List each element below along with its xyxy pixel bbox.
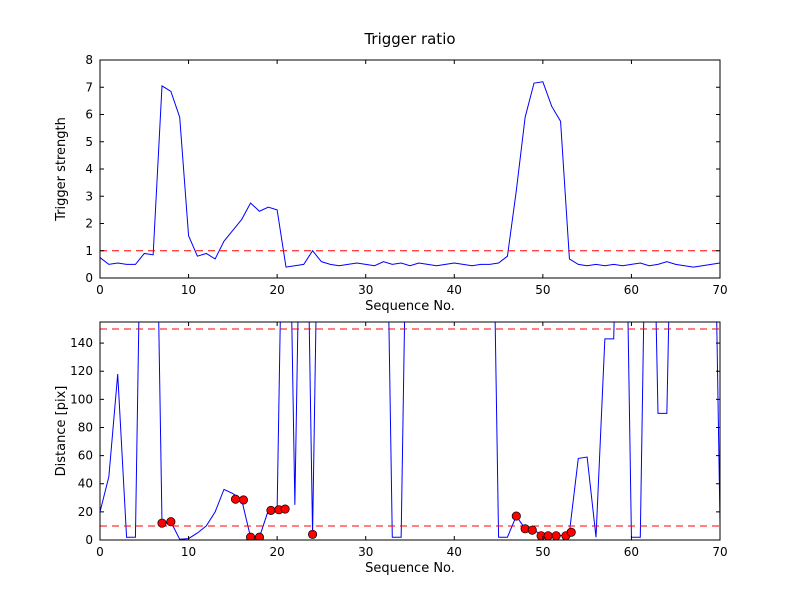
subplot-top: 0 10 20 30 40 50 60 70 0 1 2 3 4 5 6 7 8 <box>85 53 727 297</box>
x-tick-label: 70 <box>712 283 727 297</box>
y-tick-label: 60 <box>78 449 93 463</box>
subplot-bottom: 0 10 20 30 40 50 60 70 0 20 40 60 80 100 120 140 <box>70 321 728 559</box>
ticks <box>99 59 721 279</box>
tick-labels: 0 10 20 30 40 50 60 70 0 1 2 3 4 5 6 7 8 <box>85 53 727 297</box>
trigger-points-marker <box>254 532 264 540</box>
x-tick-label: 10 <box>181 283 196 297</box>
y-tick-label: 100 <box>70 392 93 406</box>
trigger-strength-line <box>100 81 720 268</box>
x-tick-label: 60 <box>624 283 639 297</box>
plot-data <box>100 81 720 268</box>
y-tick-label: 6 <box>85 108 93 122</box>
y-tick-label: 140 <box>70 336 93 350</box>
x-tick-label: 20 <box>270 545 285 559</box>
x-tick-label: 50 <box>535 283 550 297</box>
x-tick-label: 60 <box>624 545 639 559</box>
y-tick-label: 0 <box>85 271 93 285</box>
y-tick-label: 20 <box>78 505 93 519</box>
x-tick-label: 0 <box>96 283 104 297</box>
x-tick-label: 20 <box>270 283 285 297</box>
trigger-points-marker <box>543 531 553 540</box>
trigger-points-marker <box>166 517 176 527</box>
x-tick-label: 30 <box>358 545 373 559</box>
y-tick-label: 3 <box>85 189 93 203</box>
distance-line <box>100 322 720 540</box>
x-tick-label: 40 <box>447 545 462 559</box>
x-tick-label: 40 <box>447 283 462 297</box>
y-tick-label: 5 <box>85 135 93 149</box>
tick-labels: 0 10 20 30 40 50 60 70 0 20 40 60 80 100 120 140 <box>70 336 728 559</box>
axes-frame <box>99 321 721 541</box>
x-tick-label: 30 <box>358 283 373 297</box>
y-tick-label: 0 <box>85 533 93 547</box>
x-tick-label: 10 <box>181 545 196 559</box>
x-tick-label: 50 <box>535 545 550 559</box>
trigger-points-marker <box>280 504 290 514</box>
trigger-points-marker <box>551 531 561 540</box>
y-tick-label: 120 <box>70 364 93 378</box>
trigger-points-marker <box>527 525 537 535</box>
x-tick-label: 0 <box>96 545 104 559</box>
trigger-points-marker <box>266 505 276 516</box>
trigger-points-marker <box>157 518 167 528</box>
chart-title: Trigger ratio <box>364 30 456 48</box>
y-tick-label: 2 <box>85 217 93 231</box>
trigger-points-marker <box>511 511 521 521</box>
trigger-points-marker <box>238 495 249 505</box>
trigger-points-marker <box>246 532 256 540</box>
plot-data <box>100 322 720 540</box>
y-tick-label: 4 <box>85 162 93 176</box>
trigger-points-marker <box>230 494 241 504</box>
y-tick-label: 7 <box>85 80 93 94</box>
y-tick-label: 40 <box>78 477 93 491</box>
y-tick-label: 80 <box>78 420 93 434</box>
ticks <box>99 322 721 541</box>
y-tick-label: 1 <box>85 244 93 258</box>
trigger-points-marker <box>308 529 318 539</box>
bottom-x-axis-label: Sequence No. <box>365 561 455 576</box>
top-x-axis-label: Sequence No. <box>365 299 455 314</box>
y-tick-label: 8 <box>85 53 93 67</box>
x-tick-label: 70 <box>712 545 727 559</box>
trigger-points-marker <box>566 527 576 537</box>
